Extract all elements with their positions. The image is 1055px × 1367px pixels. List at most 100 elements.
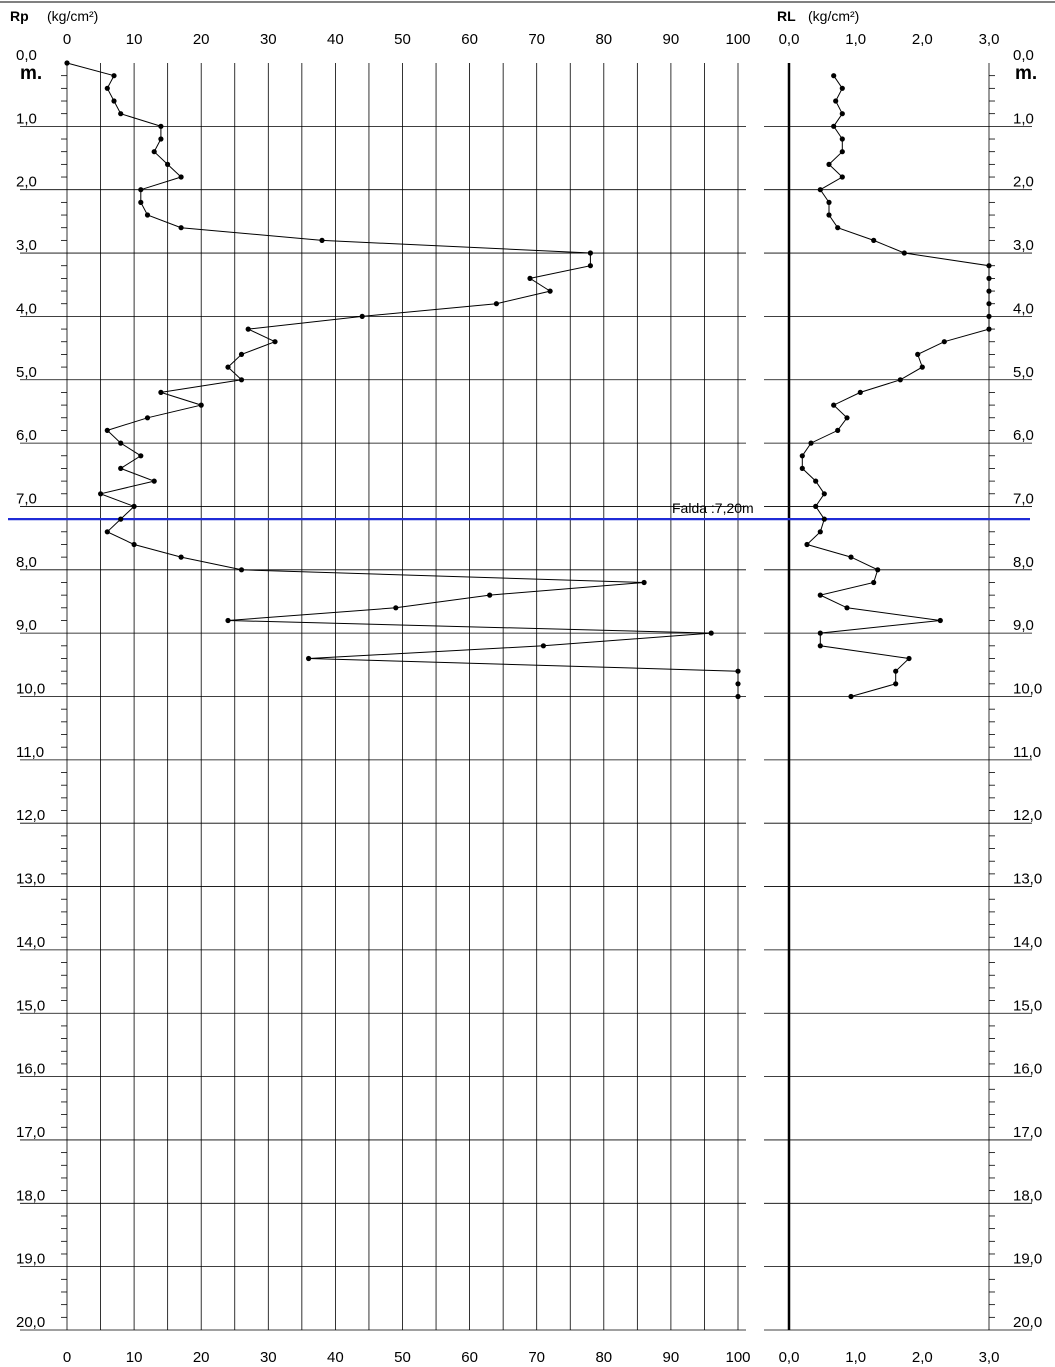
- rp-x-tick-label-bottom: 70: [528, 1349, 545, 1366]
- rl-data-point: [844, 415, 849, 420]
- rl-data-point: [835, 428, 840, 433]
- rp-data-point: [118, 111, 123, 116]
- depth-label-right: 9,0: [1013, 617, 1034, 634]
- rp-data-point: [239, 352, 244, 357]
- rp-data-point: [138, 187, 143, 192]
- rl-data-point: [831, 403, 836, 408]
- rl-data-point: [804, 542, 809, 547]
- rl-data-point: [833, 98, 838, 103]
- rp-data-point: [735, 694, 740, 699]
- rl-panel-label: RL: [777, 8, 796, 24]
- depth-label-right: 18,0: [1013, 1187, 1042, 1204]
- depth-unit-left: m.: [20, 63, 42, 84]
- rl-data-point: [822, 491, 827, 496]
- rp-data-point: [239, 377, 244, 382]
- depth-label-left: 8,0: [16, 554, 37, 571]
- rp-x-tick-label-bottom: 30: [260, 1349, 277, 1366]
- grid-lines: [0, 2, 1055, 1330]
- rp-data-point: [179, 225, 184, 230]
- rp-x-tick-label-top: 50: [394, 31, 411, 48]
- rp-data-point: [246, 327, 251, 332]
- rp-data-point: [588, 250, 593, 255]
- rl-data-point: [800, 466, 805, 471]
- rp-data-point: [64, 60, 69, 65]
- rp-x-tick-label-top: 40: [327, 31, 344, 48]
- rl-x-tick-label-top: 3,0: [979, 31, 1000, 48]
- rl-data-point: [818, 593, 823, 598]
- rl-data-point: [986, 314, 991, 319]
- rp-data-point: [145, 415, 150, 420]
- rl-data-point: [822, 517, 827, 522]
- rl-data-point: [906, 656, 911, 661]
- depth-label-left: 9,0: [16, 617, 37, 634]
- depth-unit-right: m.: [1015, 63, 1037, 84]
- rp-data-point: [118, 441, 123, 446]
- rl-x-tick-label-top: 0,0: [779, 31, 800, 48]
- rp-data-point: [158, 390, 163, 395]
- rl-data-point: [831, 124, 836, 129]
- rl-data-point: [818, 643, 823, 648]
- rp-panel-label: Rp: [10, 8, 29, 24]
- rl-data-point: [893, 681, 898, 686]
- water-table-label: Falda :7,20m: [672, 500, 754, 516]
- depth-label-right: 1,0: [1013, 110, 1034, 127]
- depth-label-left: 14,0: [16, 934, 45, 951]
- rp-x-tick-label-bottom: 20: [193, 1349, 210, 1366]
- rl-data-point: [835, 225, 840, 230]
- rp-data-point: [588, 263, 593, 268]
- depth-label-left: 7,0: [16, 490, 37, 507]
- depth-label-left: 19,0: [16, 1251, 45, 1268]
- rl-data-point: [848, 555, 853, 560]
- rl-data-point: [986, 327, 991, 332]
- depth-label-left: 3,0: [16, 237, 37, 254]
- rl-x-tick-label-top: 2,0: [912, 31, 933, 48]
- depth-label-left: 4,0: [16, 300, 37, 317]
- rp-data-point: [118, 466, 123, 471]
- rp-x-tick-label-top: 0: [63, 31, 71, 48]
- rl-data-point: [871, 580, 876, 585]
- rp-data-point: [105, 529, 110, 534]
- rp-data-point: [319, 238, 324, 243]
- rl-data-point: [826, 212, 831, 217]
- depth-label-left: 5,0: [16, 364, 37, 381]
- rl-data-point: [942, 339, 947, 344]
- rp-x-tick-label-bottom: 40: [327, 1349, 344, 1366]
- rp-data-point: [225, 618, 230, 623]
- depth-label-right: 8,0: [1013, 554, 1034, 571]
- rl-data-point: [920, 365, 925, 370]
- rl-data-point: [800, 453, 805, 458]
- rp-data-point: [165, 162, 170, 167]
- rp-data-point: [145, 212, 150, 217]
- rp-x-tick-label-top: 10: [126, 31, 143, 48]
- rl-data-point: [875, 567, 880, 572]
- depth-label-left: 2,0: [16, 174, 37, 191]
- rp-data-point: [111, 73, 116, 78]
- rp-data-point: [199, 403, 204, 408]
- rp-data-point: [494, 301, 499, 306]
- rp-x-tick-label-bottom: 50: [394, 1349, 411, 1366]
- rp-x-tick-label-top: 90: [663, 31, 680, 48]
- depth-label-right: 10,0: [1013, 681, 1042, 698]
- rp-data-point: [138, 200, 143, 205]
- rp-data-point: [179, 174, 184, 179]
- depth-label-right: 3,0: [1013, 237, 1034, 254]
- rl-data-point: [858, 390, 863, 395]
- depth-label-left: 18,0: [16, 1187, 45, 1204]
- rp-x-tick-label-top: 20: [193, 31, 210, 48]
- rl-series: [800, 73, 992, 699]
- rp-x-tick-label-bottom: 80: [595, 1349, 612, 1366]
- depth-label-left: 11,0: [16, 744, 44, 761]
- rl-data-point: [902, 250, 907, 255]
- rp-data-point: [105, 428, 110, 433]
- rp-data-point: [158, 124, 163, 129]
- rp-data-point: [642, 580, 647, 585]
- rl-data-point: [986, 276, 991, 281]
- depth-label-right: 11,0: [1013, 744, 1041, 761]
- rp-data-point: [272, 339, 277, 344]
- depth-label-right: 7,0: [1013, 490, 1034, 507]
- depth-label-right: 2,0: [1013, 174, 1034, 191]
- rp-data-point: [98, 491, 103, 496]
- water-table: Falda :7,20m: [8, 500, 1030, 519]
- rp-x-tick-label-bottom: 100: [725, 1349, 750, 1366]
